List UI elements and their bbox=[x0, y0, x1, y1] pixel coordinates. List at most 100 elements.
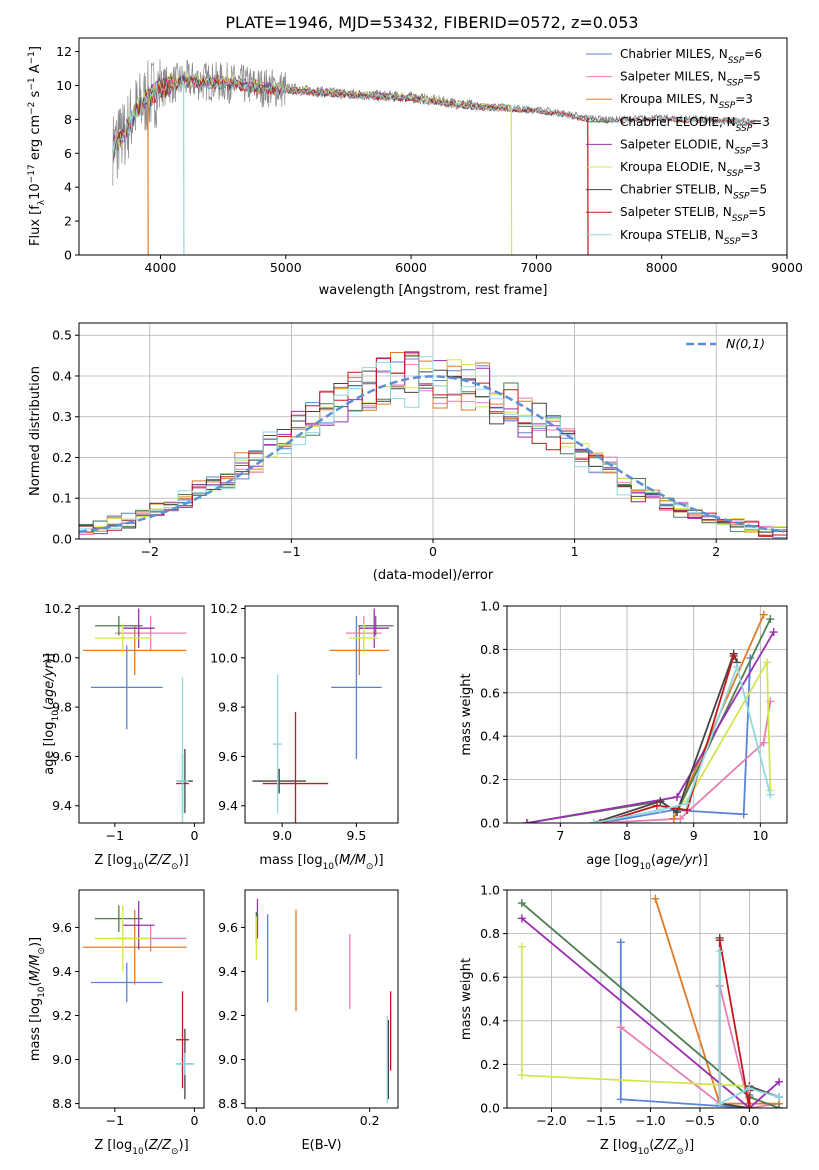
y-tick-label: 0.4 bbox=[480, 1013, 500, 1028]
x-tick-label: −1 bbox=[106, 1113, 124, 1128]
x-axis-label: Z [log10(Z/Z⊙)] bbox=[94, 853, 188, 872]
y-tick-label: 9.4 bbox=[218, 964, 238, 979]
x-tick-label: −1.5 bbox=[586, 1113, 616, 1128]
y-tick-label: 0.2 bbox=[480, 1057, 500, 1072]
legend-entry: N(0,1) bbox=[726, 336, 765, 351]
chart-mass_vs_Z: −1 0 8.8 9.0 9.2 9.4 9.6 Z [log10(Z/Z⊙)] mass [l… bbox=[28, 889, 205, 1157]
y-tick-label: 12 bbox=[56, 44, 72, 59]
y-tick-label: 9.2 bbox=[52, 1008, 72, 1023]
plot-area bbox=[255, 898, 392, 1104]
data-point bbox=[656, 805, 665, 814]
plot-area bbox=[252, 608, 394, 823]
data-point bbox=[775, 1077, 784, 1086]
y-tick-label: 0 bbox=[64, 248, 72, 263]
data-point bbox=[596, 819, 605, 823]
data-point bbox=[766, 790, 775, 799]
y-tick-label: 0.1 bbox=[52, 491, 72, 506]
data-point bbox=[651, 894, 660, 903]
y-tick-label: 0.4 bbox=[480, 729, 500, 744]
x-axis-label: age [log10(age/yr)] bbox=[586, 853, 708, 872]
chart-spectrum: 4000 5000 6000 7000 8000 9000 0 2 4 6 8 10 12 wavelen… bbox=[27, 37, 803, 298]
chart-massweight_vs_age: 7 8 9 10 0.0 0.2 0.4 0.6 0.8 1.0 age [log10(age/yr… bbox=[459, 599, 788, 872]
figure-title: PLATE=1946, MJD=53432, FIBERID=0572, z=0… bbox=[225, 13, 638, 32]
x-tick-label: 9000 bbox=[771, 260, 803, 275]
data-point bbox=[673, 808, 681, 817]
x-tick-label: 8 bbox=[623, 828, 631, 843]
y-tick-label: 0.2 bbox=[52, 450, 72, 465]
data-point bbox=[759, 610, 768, 619]
y-axis-label: mass weight bbox=[459, 673, 474, 755]
histogram-series bbox=[79, 356, 787, 539]
data-point bbox=[759, 738, 768, 747]
y-tick-label: 0.0 bbox=[52, 532, 72, 547]
axes-frame bbox=[506, 889, 788, 1109]
axes-frame bbox=[506, 605, 788, 824]
y-axis-label: mass [log10(M/M⊙)] bbox=[28, 937, 47, 1061]
data-point bbox=[616, 938, 625, 947]
x-tick-label: 1 bbox=[571, 544, 579, 559]
y-tick-label: 10.0 bbox=[210, 650, 238, 665]
weight-series bbox=[600, 701, 772, 823]
data-point bbox=[775, 1093, 784, 1102]
axes-frame bbox=[78, 37, 788, 256]
y-tick-label: 9.4 bbox=[52, 798, 72, 813]
x-axis-label: Z [log10(Z/Z⊙)] bbox=[600, 1138, 694, 1157]
x-tick-label: 0 bbox=[429, 544, 437, 559]
data-point bbox=[745, 1084, 754, 1093]
chart-age_vs_mass: 9.0 9.5 9.4 9.6 9.8 10.0 10.2 mass [log10(M/M⊙)… bbox=[210, 601, 399, 872]
y-tick-label: 8 bbox=[64, 112, 72, 127]
legend-entry: Kroupa MILES, NSSP=3 bbox=[620, 92, 753, 111]
plot-area bbox=[523, 610, 778, 823]
y-tick-label: 0.3 bbox=[52, 409, 72, 424]
x-tick-label: 9.5 bbox=[346, 828, 366, 843]
x-axis-label: E(B-V) bbox=[301, 1138, 341, 1153]
y-tick-label: 9.2 bbox=[218, 1008, 238, 1023]
y-tick-label: 0.0 bbox=[480, 816, 500, 831]
y-axis-label: mass weight bbox=[459, 958, 474, 1040]
weight-series bbox=[686, 659, 772, 802]
x-tick-label: −1.0 bbox=[635, 1113, 665, 1128]
data-point bbox=[729, 651, 738, 660]
weight-series bbox=[600, 658, 752, 823]
y-axis-label: Flux [fλ10−17 erg cm−2 s−1 A−1] bbox=[27, 46, 47, 246]
data-point bbox=[589, 819, 598, 823]
data-point bbox=[715, 947, 724, 956]
y-axis-label: Normed distribution bbox=[28, 366, 43, 496]
y-tick-label: 9.4 bbox=[52, 964, 72, 979]
model-kroupa_stelib bbox=[112, 76, 755, 161]
y-tick-label: 6 bbox=[64, 146, 72, 161]
y-axis-label: age [log10(age/yr)] bbox=[42, 653, 61, 775]
y-tick-label: 2 bbox=[64, 214, 72, 229]
x-tick-label: −2 bbox=[141, 544, 159, 559]
data-point bbox=[715, 1099, 724, 1108]
axes-frame bbox=[244, 605, 399, 824]
data-point bbox=[653, 801, 661, 810]
y-tick-label: 8.8 bbox=[218, 1096, 238, 1111]
y-tick-label: 0.6 bbox=[480, 970, 500, 985]
axes-frame bbox=[244, 889, 399, 1109]
plot-area bbox=[79, 351, 787, 539]
plot-area bbox=[82, 608, 193, 823]
data-point bbox=[715, 936, 724, 945]
axes-frame bbox=[78, 889, 205, 1109]
y-tick-label: 10.2 bbox=[210, 601, 238, 616]
x-tick-label: −0.5 bbox=[685, 1113, 715, 1128]
x-tick-label: 0 bbox=[190, 1113, 198, 1128]
x-tick-label: 0.0 bbox=[739, 1113, 759, 1128]
data-point bbox=[745, 1104, 754, 1108]
x-tick-label: 9 bbox=[690, 828, 698, 843]
axes-frame bbox=[78, 605, 205, 824]
x-tick-label: 0.0 bbox=[246, 1113, 266, 1128]
weight-series bbox=[521, 917, 780, 1108]
x-tick-label: 9.0 bbox=[272, 828, 292, 843]
weight-series bbox=[654, 898, 780, 1105]
y-tick-label: 9.6 bbox=[52, 749, 72, 764]
chart-residuals: −2 −1 0 1 2 0.0 0.1 0.2 0.3 0.4 0.5 (data-model)/er… bbox=[28, 322, 788, 583]
x-tick-label: 7 bbox=[556, 828, 564, 843]
x-tick-label: −1 bbox=[106, 828, 124, 843]
weight-series bbox=[718, 951, 780, 1106]
legend-entry: Salpeter ELODIE, NSSP=3 bbox=[620, 137, 769, 156]
data-point bbox=[763, 658, 771, 667]
x-tick-label: −2.0 bbox=[536, 1113, 566, 1128]
